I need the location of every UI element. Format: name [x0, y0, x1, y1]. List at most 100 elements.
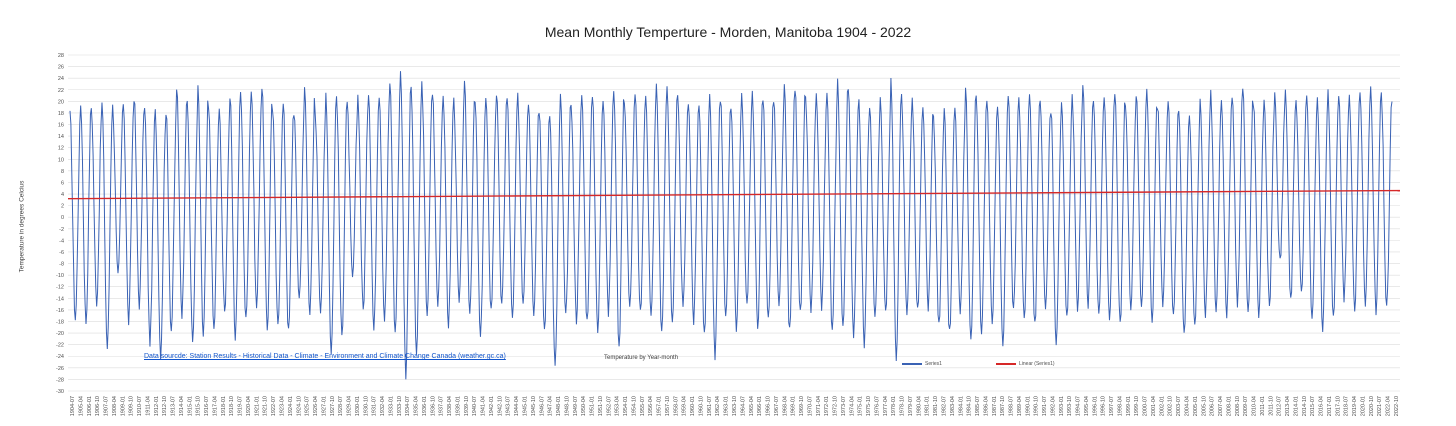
y-tick-label: 22: [58, 88, 64, 94]
legend-swatch-series1: [902, 363, 922, 365]
x-tick-label: 1951-10: [598, 396, 604, 416]
x-tick-label: 1912-10: [162, 396, 168, 416]
x-tick-label: 1996-01: [1092, 396, 1098, 416]
x-tick-label: 1923-04: [279, 396, 285, 416]
x-tick-label: 2002-01: [1159, 396, 1165, 416]
y-tick-label: -4: [59, 238, 64, 244]
x-tick-label: 1947-04: [548, 396, 554, 416]
y-tick-label: -16: [56, 308, 64, 314]
x-tick-label: 1993-10: [1067, 396, 1073, 416]
x-tick-label: 1945-10: [531, 396, 537, 416]
x-tick-label: 1936-10: [430, 396, 436, 416]
x-tick-label: 1972-01: [824, 396, 830, 416]
data-source-link[interactable]: Data sourcde: Station Results - Historic…: [144, 353, 506, 360]
y-tick-label: 28: [58, 53, 64, 59]
x-tick-label: 1917-04: [212, 396, 218, 416]
x-tick-label: 1932-04: [380, 396, 386, 416]
y-tick-label: 16: [58, 123, 64, 129]
x-tick-label: 1910-07: [137, 396, 143, 416]
x-tick-label: 1961-07: [707, 396, 713, 416]
y-tick-label: 20: [58, 99, 64, 105]
y-tick-label: -10: [56, 273, 64, 279]
x-tick-label: 1924-10: [296, 396, 302, 416]
x-tick-label: 1919-07: [238, 396, 244, 416]
x-tick-label: 1938-04: [447, 396, 453, 416]
y-tick-label: -6: [59, 250, 64, 256]
x-tick-label: 1975-10: [866, 396, 872, 416]
x-tick-label: 1965-04: [749, 396, 755, 416]
x-tick-label: 1977-04: [883, 396, 889, 416]
x-tick-label: 1993-01: [1059, 396, 1065, 416]
x-tick-label: 1976-07: [874, 396, 880, 416]
x-tick-label: 1983-04: [950, 396, 956, 416]
x-tick-label: 2022-10: [1394, 396, 1400, 416]
x-tick-label: 1999-10: [1134, 396, 1140, 416]
x-tick-label: 1979-07: [908, 396, 914, 416]
y-tick-label: 2: [61, 204, 64, 210]
x-tick-label: 1921-01: [254, 396, 260, 416]
x-tick-label: 2003-07: [1176, 396, 1182, 416]
x-tick-label: 1963-01: [724, 396, 730, 416]
x-tick-label: 1989-04: [1017, 396, 1023, 416]
linear-trend-line: [67, 189, 1401, 200]
x-tick-label: 1957-10: [665, 396, 671, 416]
x-tick-label: 1984-10: [967, 396, 973, 416]
x-tick-label: 2010-04: [1252, 396, 1258, 416]
x-tick-label: 1949-07: [573, 396, 579, 416]
x-tick-label: 1906-10: [95, 396, 101, 416]
x-tick-label: 1990-01: [1025, 396, 1031, 416]
x-tick-label: 1986-04: [983, 396, 989, 416]
x-tick-label: 1967-07: [774, 396, 780, 416]
x-tick-label: 1942-01: [489, 396, 495, 416]
y-tick-label: 26: [58, 65, 64, 71]
x-tick-label: 1914-04: [179, 396, 185, 416]
x-tick-label: 1930-01: [355, 396, 361, 416]
x-tick-label: 1909-01: [120, 396, 126, 416]
x-tick-label: 2005-10: [1201, 396, 1207, 416]
x-tick-label: 1939-01: [455, 396, 461, 416]
x-tick-label: 1937-07: [439, 396, 445, 416]
chart-title: Mean Monthly Temperture - Morden, Manito…: [544, 24, 912, 40]
x-tick-label: 1943-07: [506, 396, 512, 416]
series1-line: [69, 71, 1393, 380]
x-tick-label: 2020-10: [1369, 396, 1375, 416]
x-tick-label: 1971-04: [816, 396, 822, 416]
x-tick-label: 1905-04: [78, 396, 84, 416]
x-tick-label: 2021-07: [1377, 396, 1383, 416]
x-tick-label: 1948-01: [556, 396, 562, 416]
x-tick-label: 1991-07: [1042, 396, 1048, 416]
x-tick-label: 2008-10: [1235, 396, 1241, 416]
x-tick-label: 1954-10: [631, 396, 637, 416]
y-tick-label: 10: [58, 157, 64, 163]
x-tick-label: 2012-07: [1277, 396, 1283, 416]
x-tick-label: 1957-01: [657, 396, 663, 416]
x-tick-label: 1990-10: [1034, 396, 1040, 416]
x-tick-label: 1975-01: [858, 396, 864, 416]
x-tick-label: 1918-01: [221, 396, 227, 416]
y-tick-label: -12: [56, 285, 64, 291]
x-tick-label: 1994-07: [1076, 396, 1082, 416]
y-axis-label: Temperature in degrees Celcius: [18, 180, 26, 273]
x-tick-label: 1950-04: [581, 396, 587, 416]
x-tick-label: 1960-01: [690, 396, 696, 416]
x-tick-label: 1954-01: [623, 396, 629, 416]
x-tick-label: 1999-01: [1126, 396, 1132, 416]
x-tick-label: 2011-10: [1268, 396, 1274, 416]
x-tick-label: 1907-07: [104, 396, 110, 416]
x-tick-label: 1921-10: [263, 396, 269, 416]
x-tick-label: 1985-07: [975, 396, 981, 416]
x-tick-label: 1946-07: [539, 396, 545, 416]
x-tick-label: 1998-04: [1117, 396, 1123, 416]
x-tick-label: 1927-01: [321, 396, 327, 416]
x-tick-label: 2002-10: [1168, 396, 1174, 416]
y-tick-label: 18: [58, 111, 64, 117]
x-tick-label: 1997-07: [1109, 396, 1115, 416]
y-tick-label: -30: [56, 389, 64, 395]
x-tick-label: 1909-10: [129, 396, 135, 416]
x-tick-label: 1916-07: [204, 396, 210, 416]
x-tick-label: 1988-07: [1009, 396, 1015, 416]
x-tick-label: 2015-07: [1310, 396, 1316, 416]
x-tick-label: 1992-04: [1050, 396, 1056, 416]
y-tick-label: -22: [56, 343, 64, 349]
